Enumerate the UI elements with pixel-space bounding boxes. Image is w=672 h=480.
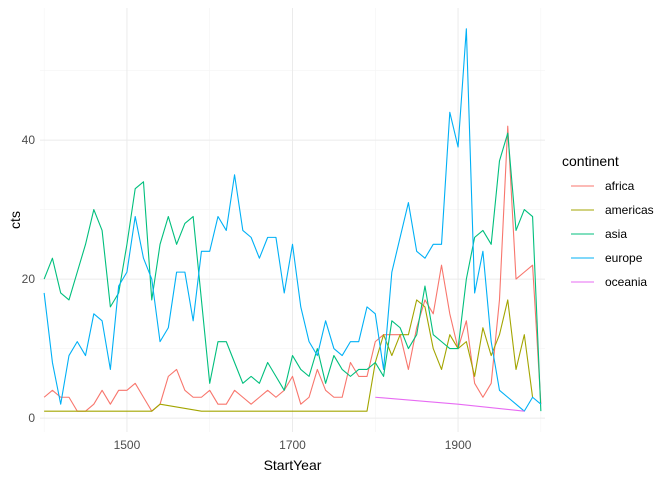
legend-item-asia: asia (571, 227, 627, 241)
legend-label-asia: asia (605, 227, 627, 241)
legend-label-africa: africa (605, 179, 635, 193)
x-tick-label: 1900 (445, 438, 472, 452)
legend-label-oceania: oceania (605, 275, 647, 289)
series-line-oceania (375, 396, 525, 412)
y-tick-label: 20 (22, 272, 36, 286)
legend-item-americas: americas (571, 203, 654, 217)
legend-item-africa: africa (571, 179, 635, 193)
series-lines (43, 28, 542, 412)
x-axis-title: StartYear (264, 457, 322, 473)
x-tick-label: 1700 (279, 438, 306, 452)
y-tick-label: 40 (22, 133, 36, 147)
y-axis-tick-labels: 0 20 40 (22, 133, 36, 425)
legend-title: continent (562, 153, 619, 169)
legend-item-europe: europe (571, 251, 643, 265)
series-line-asia (43, 132, 542, 412)
y-tick-label: 0 (28, 411, 35, 425)
y-axis-title: cts (7, 211, 23, 229)
legend: continent africa americas asia europe oceani… (562, 153, 654, 289)
series-line-americas (44, 299, 534, 412)
legend-label-europe: europe (605, 251, 643, 265)
x-axis-tick-labels: 1500 1700 1900 (114, 438, 472, 452)
legend-label-americas: americas (605, 203, 654, 217)
x-tick-label: 1500 (114, 438, 141, 452)
series-line-europe (43, 28, 542, 412)
legend-items: africa americas asia europe oceania (571, 179, 654, 289)
major-gridlines (40, 8, 545, 432)
legend-item-oceania: oceania (571, 275, 647, 289)
